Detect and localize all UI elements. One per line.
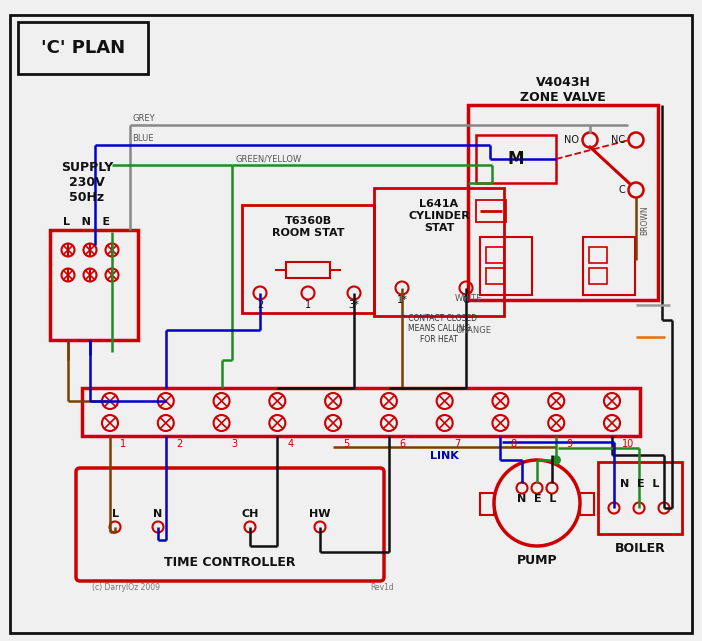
Bar	[242, 205, 374, 313]
Text: TIME CONTROLLER: TIME CONTROLLER	[164, 556, 296, 569]
Text: PUMP: PUMP	[517, 554, 557, 567]
Text: N  E  L: N E L	[621, 479, 660, 489]
Bar	[82, 388, 640, 436]
Text: 2: 2	[257, 300, 263, 310]
Bar	[286, 262, 330, 278]
Text: N: N	[153, 509, 163, 519]
Text: 2: 2	[176, 439, 182, 449]
Text: 1: 1	[305, 300, 311, 310]
Text: GREY: GREY	[132, 114, 154, 123]
Bar	[589, 268, 607, 284]
Text: 5: 5	[343, 439, 350, 449]
Text: 8: 8	[510, 439, 517, 449]
Bar	[589, 247, 607, 263]
Bar	[50, 230, 138, 340]
Text: 'C' PLAN: 'C' PLAN	[41, 39, 125, 57]
Bar	[18, 22, 148, 74]
Text: 10: 10	[622, 439, 634, 449]
Text: 1: 1	[120, 439, 126, 449]
Text: ORANGE: ORANGE	[455, 326, 491, 335]
Text: 3: 3	[232, 439, 238, 449]
Text: BLUE: BLUE	[132, 134, 154, 143]
Text: WHITE: WHITE	[455, 294, 482, 303]
Text: GREEN/YELLOW: GREEN/YELLOW	[235, 154, 301, 163]
Text: NC: NC	[611, 135, 625, 145]
Bar	[583, 237, 635, 295]
Text: SUPPLY
230V
50Hz: SUPPLY 230V 50Hz	[61, 160, 113, 203]
Bar	[374, 188, 504, 316]
Text: 3*: 3*	[349, 300, 359, 310]
Text: HW: HW	[310, 509, 331, 519]
Circle shape	[552, 456, 560, 464]
Text: N  E  L: N E L	[517, 494, 557, 504]
Bar	[580, 493, 594, 515]
Text: M: M	[508, 150, 524, 168]
Bar	[486, 268, 504, 284]
Text: 1*: 1*	[397, 295, 407, 305]
Text: C: C	[463, 295, 470, 305]
Text: Rev1d: Rev1d	[370, 583, 394, 592]
Bar	[476, 200, 506, 222]
Text: CH: CH	[241, 509, 259, 519]
Text: 4: 4	[287, 439, 293, 449]
Text: (c) DarrylOz 2009: (c) DarrylOz 2009	[92, 583, 160, 592]
Bar	[476, 135, 556, 183]
Text: C: C	[618, 185, 625, 195]
Text: L   N   E: L N E	[63, 217, 110, 227]
Bar	[468, 105, 658, 300]
Text: L: L	[112, 509, 119, 519]
Text: BROWN: BROWN	[640, 205, 649, 235]
Bar	[598, 462, 682, 534]
Text: V4043H
ZONE VALVE: V4043H ZONE VALVE	[520, 76, 606, 104]
Bar	[486, 247, 504, 263]
Bar	[480, 237, 532, 295]
Text: NO: NO	[564, 135, 579, 145]
Text: 6: 6	[399, 439, 405, 449]
Text: LINK: LINK	[430, 451, 459, 461]
Text: * CONTACT CLOSED
MEANS CALLING
FOR HEAT: * CONTACT CLOSED MEANS CALLING FOR HEAT	[402, 314, 477, 344]
Text: 7: 7	[455, 439, 461, 449]
Text: BOILER: BOILER	[615, 542, 665, 556]
Text: T6360B
ROOM STAT: T6360B ROOM STAT	[272, 216, 344, 238]
Bar	[480, 493, 494, 515]
Text: 9: 9	[567, 439, 572, 449]
Text: L641A
CYLINDER
STAT: L641A CYLINDER STAT	[408, 199, 470, 233]
